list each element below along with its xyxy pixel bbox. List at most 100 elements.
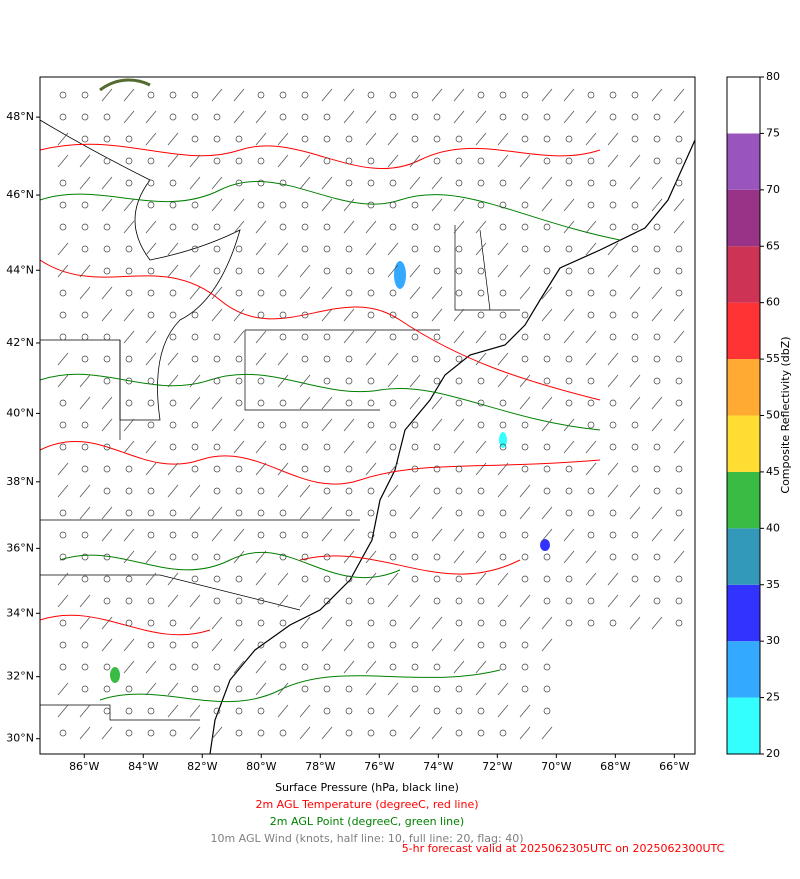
- wind-barb: [541, 198, 553, 212]
- calm-station: [477, 509, 485, 517]
- calm-station: [477, 91, 485, 99]
- wind-barb: [321, 396, 333, 410]
- calm-station: [279, 531, 287, 539]
- calm-station: [609, 443, 617, 451]
- wind-barb: [365, 110, 377, 124]
- calm-station: [345, 245, 353, 253]
- wind-barb: [277, 484, 289, 498]
- calm-station: [257, 619, 265, 627]
- wind-barb: [233, 198, 245, 212]
- wind-barb: [497, 594, 509, 608]
- calm-station: [235, 289, 243, 297]
- calm-station: [345, 465, 353, 473]
- calm-station: [323, 377, 331, 385]
- wind-barb: [431, 528, 443, 542]
- calm-station: [543, 223, 551, 231]
- colorbar-bin: [727, 528, 760, 585]
- calm-station: [521, 135, 529, 143]
- calm-station: [213, 487, 221, 495]
- wind-barb: [123, 308, 135, 322]
- calm-station: [147, 377, 155, 385]
- calm-station: [477, 641, 485, 649]
- wind-barb: [79, 506, 91, 520]
- calm-station: [521, 663, 529, 671]
- calm-station: [345, 575, 353, 583]
- calm-station: [411, 201, 419, 209]
- wind-barb: [585, 550, 597, 564]
- calm-station: [147, 157, 155, 165]
- colorbar-bin: [727, 359, 760, 416]
- wind-barb: [321, 308, 333, 322]
- calm-station: [323, 597, 331, 605]
- wind-barb: [299, 726, 311, 740]
- calm-station: [587, 531, 595, 539]
- calm-station: [323, 267, 331, 275]
- calm-station: [323, 465, 331, 473]
- coastline: [209, 139, 696, 755]
- calm-station: [389, 201, 397, 209]
- calm-station: [367, 289, 375, 297]
- wind-barb: [563, 550, 575, 564]
- calm-station: [367, 641, 375, 649]
- calm-station: [279, 201, 287, 209]
- calm-station: [543, 597, 551, 605]
- calm-station: [675, 597, 683, 605]
- calm-station: [433, 135, 441, 143]
- calm-station: [565, 135, 573, 143]
- wind-barb: [233, 330, 245, 344]
- wind-barb: [585, 352, 597, 366]
- calm-station: [455, 509, 463, 517]
- calm-station: [587, 311, 595, 319]
- wind-barb: [233, 88, 245, 102]
- calm-station: [81, 443, 89, 451]
- calm-station: [367, 377, 375, 385]
- calm-station: [323, 223, 331, 231]
- wind-barb: [387, 264, 399, 278]
- wind-barb: [497, 484, 509, 498]
- calm-station: [213, 113, 221, 121]
- calm-station: [631, 311, 639, 319]
- wind-barb: [123, 220, 135, 234]
- calm-station: [367, 421, 375, 429]
- calm-station: [147, 201, 155, 209]
- wind-barb: [607, 154, 619, 168]
- calm-station: [323, 663, 331, 671]
- wind-barb: [189, 704, 201, 718]
- calm-station: [147, 707, 155, 715]
- calm-station: [411, 333, 419, 341]
- wind-barb: [299, 616, 311, 630]
- x-tick-label: 80°W: [246, 760, 276, 773]
- wind-barb: [101, 308, 113, 322]
- wind-barb: [123, 418, 135, 432]
- wind-barb: [57, 374, 69, 388]
- calm-station: [565, 597, 573, 605]
- calm-station: [543, 377, 551, 385]
- calm-station: [169, 311, 177, 319]
- calm-station: [103, 465, 111, 473]
- wind-barb: [299, 506, 311, 520]
- wind-barb: [541, 726, 553, 740]
- colorbar-bin: [727, 697, 760, 754]
- calm-station: [81, 223, 89, 231]
- calm-station: [213, 355, 221, 363]
- calm-station: [213, 135, 221, 143]
- wind-barb: [211, 616, 223, 630]
- calm-station: [433, 113, 441, 121]
- wind-barb: [145, 440, 157, 454]
- calm-station: [499, 399, 507, 407]
- wind-barb: [255, 572, 267, 586]
- wind-barb: [431, 506, 443, 520]
- calm-station: [279, 641, 287, 649]
- calm-station: [257, 179, 265, 187]
- wind-barb: [409, 396, 421, 410]
- calm-station: [367, 487, 375, 495]
- wind-barb: [123, 550, 135, 564]
- wind-barb: [145, 572, 157, 586]
- wind-barb: [299, 286, 311, 300]
- wind-barb: [299, 264, 311, 278]
- colorbar-bin: [727, 302, 760, 360]
- wind-barb: [79, 396, 91, 410]
- calm-station: [587, 267, 595, 275]
- calm-station: [59, 201, 67, 209]
- wind-barb: [453, 418, 465, 432]
